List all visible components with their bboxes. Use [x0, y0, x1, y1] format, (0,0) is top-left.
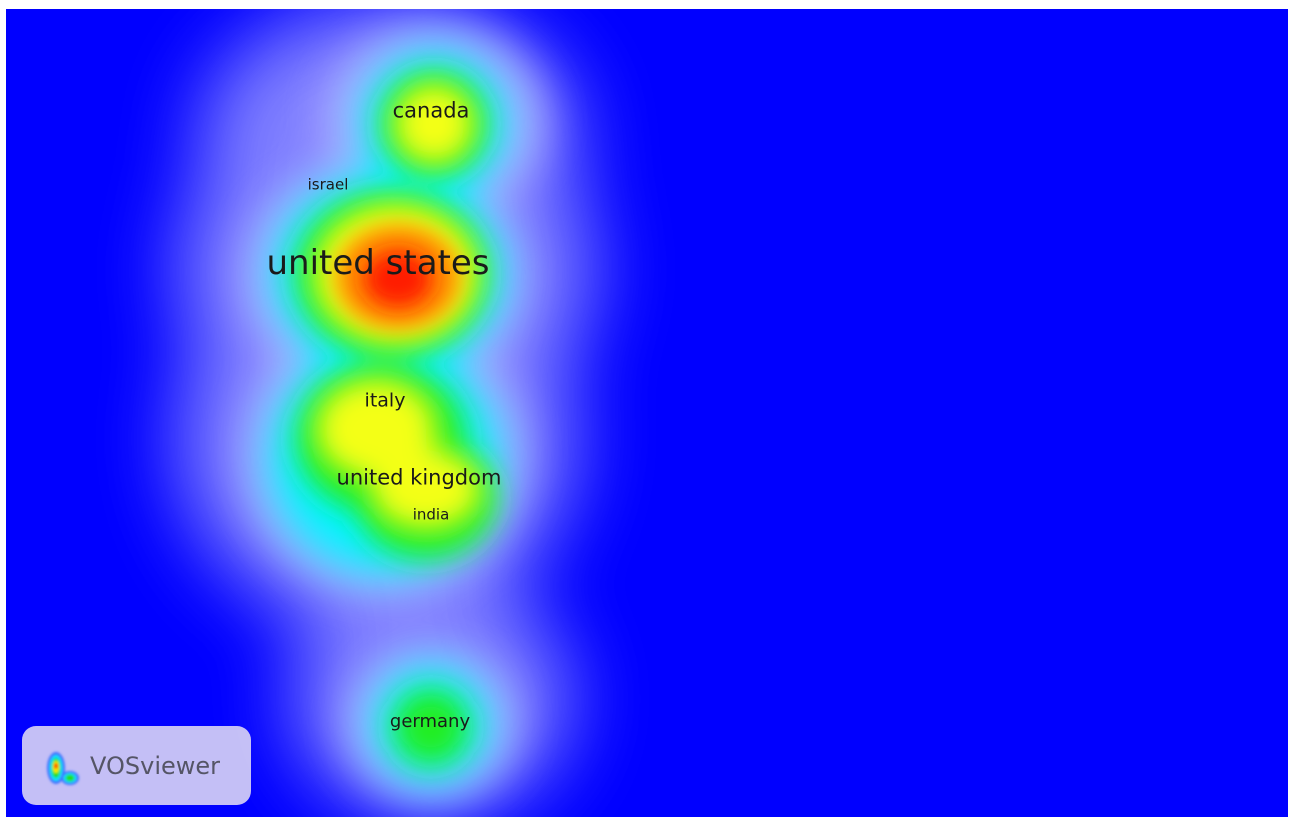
vosviewer-logo-icon — [47, 751, 79, 785]
label-israel[interactable]: israel — [307, 175, 349, 194]
label-united-kingdom[interactable]: united kingdom — [336, 465, 502, 490]
density-heatmap — [176, 9, 596, 817]
vosviewer-badge[interactable]: VOSviewer — [22, 726, 251, 805]
label-italy[interactable]: italy — [364, 389, 406, 412]
label-germany[interactable]: germany — [389, 711, 471, 732]
label-india[interactable]: india — [412, 505, 450, 524]
label-united-states[interactable]: united states — [266, 243, 490, 283]
label-canada[interactable]: canada — [392, 98, 470, 123]
density-map[interactable]: canada israel united states italy united… — [6, 9, 1288, 817]
vosviewer-name: VOSviewer — [90, 751, 221, 780]
